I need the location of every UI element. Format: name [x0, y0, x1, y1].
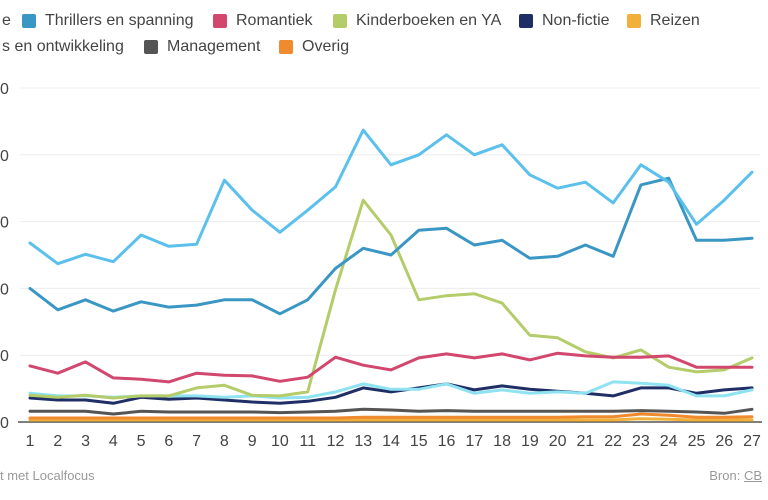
y-tick-label: 0	[0, 81, 9, 98]
x-tick-label: 1	[26, 433, 35, 450]
legend-item-overig[interactable]: Overig	[279, 37, 349, 57]
legend-label: Reizen	[650, 12, 700, 29]
legend-label: e	[2, 12, 11, 29]
y-tick-label: 0	[0, 415, 9, 432]
series-line-kinderboeken-en-ya	[28, 198, 754, 400]
x-tick-label: 13	[354, 433, 372, 450]
legend-swatch	[279, 40, 293, 54]
x-tick-label: 17	[465, 433, 483, 450]
x-tick-label: 22	[604, 433, 622, 450]
x-tick-label: 10	[271, 433, 289, 450]
x-tick-label: 5	[137, 433, 146, 450]
x-tick-label: 12	[327, 433, 345, 450]
legend-swatch	[519, 14, 533, 28]
series-line-management	[28, 407, 754, 416]
legend-label: Overig	[302, 38, 350, 55]
legend-item-kinderboeken[interactable]: Kinderboeken en YA	[333, 11, 501, 31]
x-tick-label: 24	[660, 433, 678, 450]
legend-item-romantiek[interactable]: Romantiek	[213, 11, 312, 31]
legend-swatch	[627, 14, 641, 28]
x-tick-label: 18	[493, 433, 511, 450]
y-tick-label: 0	[0, 215, 9, 232]
x-tick-label: 16	[438, 433, 456, 450]
source-prefix: Bron:	[709, 468, 744, 483]
x-tick-label: 9	[248, 433, 257, 450]
legend-label: Management	[167, 38, 261, 55]
footer-source: Bron: CB	[709, 468, 762, 483]
x-tick-label: 20	[549, 433, 567, 450]
x-tick-label: 21	[576, 433, 594, 450]
series-line-thrillers-en-spanning	[28, 176, 754, 316]
y-tick-label: 0	[0, 348, 9, 365]
legend-swatch	[333, 14, 347, 28]
series-line-e	[28, 128, 754, 266]
x-tick-label: 27	[743, 433, 761, 450]
legend-label: Kinderboeken en YA	[356, 12, 502, 29]
legend-item-thrillers[interactable]: Thrillers en spanning	[22, 11, 194, 31]
legend-item-reizen[interactable]: Reizen	[627, 11, 700, 31]
legend-swatch	[22, 14, 36, 28]
y-tick-label: 0	[0, 148, 9, 165]
legend-item-management[interactable]: Management	[144, 37, 260, 57]
legend-swatch	[144, 40, 158, 54]
x-tick-label: 3	[81, 433, 90, 450]
legend-label: Non-fictie	[542, 12, 610, 29]
x-tick-label: 23	[632, 433, 650, 450]
x-tick-label: 2	[53, 433, 62, 450]
x-tick-label: 6	[164, 433, 173, 450]
legend-label: s en ontwikkeling	[2, 38, 124, 55]
source-link[interactable]: CB	[743, 468, 762, 483]
series-line-overig	[28, 412, 754, 420]
x-tick-label: 8	[220, 433, 229, 450]
series-line-romantiek	[28, 351, 754, 384]
series-line-non-fictie	[28, 382, 754, 405]
legend-item-non-fictie[interactable]: Non-fictie	[519, 11, 610, 31]
x-tick-label: 25	[688, 433, 706, 450]
legend-swatch	[213, 14, 227, 28]
legend-label: Thrillers en spanning	[45, 12, 194, 29]
legend-label: Romantiek	[236, 12, 313, 29]
legend-item-ontwikkeling[interactable]: s en ontwikkeling	[2, 37, 124, 57]
y-tick-label: 0	[0, 281, 9, 298]
x-tick-label: 11	[299, 433, 316, 450]
footer-credit: t met Localfocus	[0, 468, 95, 483]
x-tick-label: 19	[521, 433, 539, 450]
x-tick-label: 4	[109, 433, 118, 450]
legend-item-0[interactable]: e	[2, 11, 11, 31]
series-line-reizen	[28, 417, 754, 422]
x-tick-label: 26	[715, 433, 733, 450]
x-tick-label: 15	[410, 433, 428, 450]
x-tick-label: 7	[192, 433, 201, 450]
x-tick-label: 14	[382, 433, 400, 450]
